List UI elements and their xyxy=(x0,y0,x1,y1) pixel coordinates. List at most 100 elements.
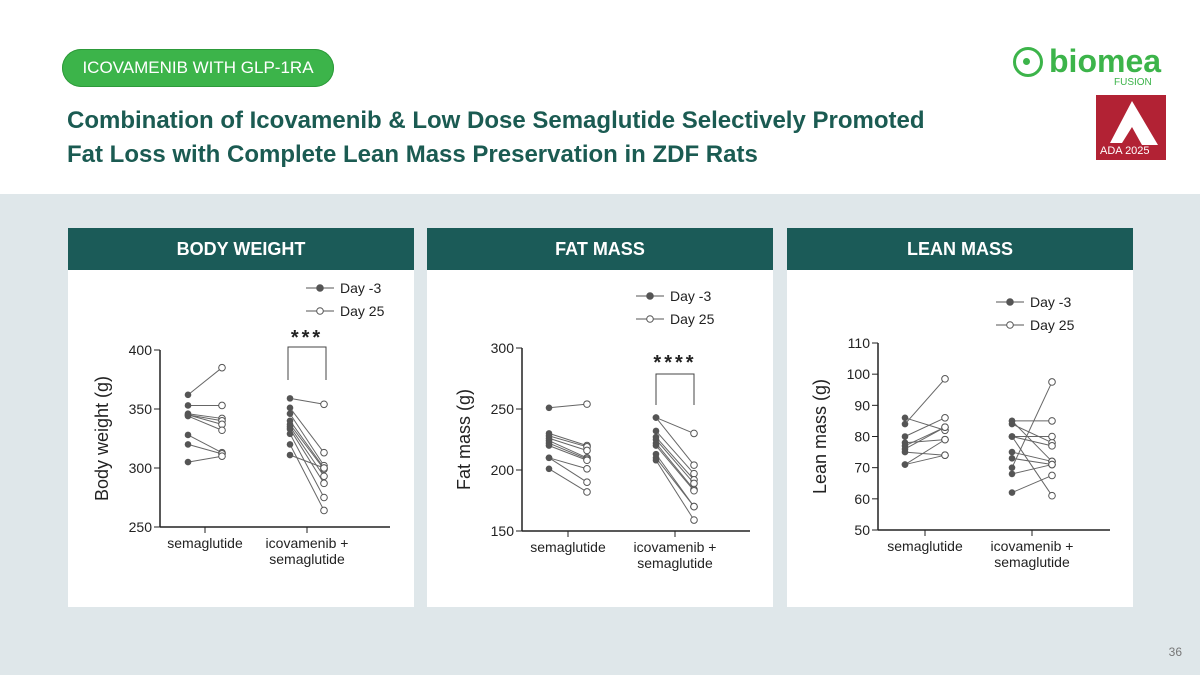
pair-line xyxy=(289,426,325,477)
pair-line xyxy=(548,435,588,448)
day25-point xyxy=(1048,378,1056,386)
day-minus3-point xyxy=(901,420,909,428)
panel-lean-mass: LEAN MASS xyxy=(787,228,1133,607)
pair-line xyxy=(655,457,695,507)
pair-line xyxy=(1011,457,1053,466)
day25-point xyxy=(690,429,698,438)
day-minus3-point xyxy=(1008,420,1016,428)
y-axis-label: Body weight (g) xyxy=(92,376,112,501)
pair-line xyxy=(1011,423,1053,444)
pair-line xyxy=(1011,436,1053,447)
pair-line xyxy=(187,414,223,425)
y-tick-label: 300 xyxy=(491,340,515,356)
pair-line xyxy=(655,459,695,521)
y-tick-label: 50 xyxy=(854,522,870,538)
panel-title: FAT MASS xyxy=(427,228,773,270)
x-tick-label: semaglutide xyxy=(167,535,243,551)
legend-marker xyxy=(646,315,654,323)
x-tick-label: semaglutide xyxy=(994,554,1070,570)
panel-body-weight: BODY WEIGHT xyxy=(68,228,414,607)
day-minus3-point xyxy=(184,441,192,448)
day25-point xyxy=(583,478,591,487)
legend-marker xyxy=(316,307,324,315)
pair-line xyxy=(1011,451,1053,462)
pair-line xyxy=(548,437,588,451)
pair-line xyxy=(289,397,325,405)
section-badge: ICOVAMENIB WITH GLP-1RA xyxy=(62,49,334,87)
y-tick-label: 90 xyxy=(854,397,870,413)
day-minus3-point xyxy=(901,461,909,468)
pair-line xyxy=(289,444,325,511)
pair-line xyxy=(187,367,223,396)
day25-point xyxy=(941,423,949,431)
legend-label: Day -3 xyxy=(1030,294,1071,310)
pair-line xyxy=(548,468,588,493)
day25-point xyxy=(218,426,226,435)
pair-line xyxy=(289,454,325,469)
day25-point xyxy=(941,414,949,422)
day-minus3-point xyxy=(545,442,553,449)
y-tick-label: 150 xyxy=(491,523,515,539)
day-minus3-point xyxy=(1008,448,1016,456)
day25-point xyxy=(320,472,328,481)
legend-marker xyxy=(646,292,654,300)
day25-point xyxy=(583,488,591,496)
page-title: Combination of Icovamenib & Low Dose Sem… xyxy=(67,104,925,172)
pair-line xyxy=(548,457,588,483)
day-minus3-point xyxy=(652,442,660,449)
day25-point xyxy=(320,479,328,488)
pair-line xyxy=(655,417,695,434)
pair-line xyxy=(904,439,946,465)
x-tick-label: semaglutide xyxy=(887,538,963,554)
panel-fat-mass: FAT MASS xyxy=(427,228,773,607)
y-tick-label: 70 xyxy=(854,460,870,476)
pair-line xyxy=(289,433,325,498)
x-tick-label: icovamenib + xyxy=(991,538,1074,554)
day-minus3-point xyxy=(184,431,192,439)
pair-line xyxy=(289,413,325,466)
y-tick-label: 250 xyxy=(129,519,153,535)
pair-line xyxy=(548,432,588,447)
y-tick-label: 250 xyxy=(491,401,515,417)
y-tick-label: 400 xyxy=(129,342,153,358)
pair-line xyxy=(548,440,588,459)
legend-marker xyxy=(1006,321,1014,329)
legend-label: Day 25 xyxy=(340,303,385,319)
day25-point xyxy=(583,456,591,465)
day25-point xyxy=(583,464,591,473)
day25-point xyxy=(320,448,328,457)
day-minus3-point xyxy=(652,456,660,464)
pair-line xyxy=(289,407,325,453)
title-line-2: Fat Loss with Complete Lean Mass Preserv… xyxy=(67,141,758,168)
x-tick-label: semaglutide xyxy=(530,539,606,555)
pair-line xyxy=(289,428,325,484)
day-minus3-point xyxy=(901,433,909,440)
pair-line xyxy=(548,445,588,461)
logo-ring-icon xyxy=(1013,46,1043,77)
day25-point xyxy=(320,493,328,502)
day25-point xyxy=(218,363,226,372)
page-number: 36 xyxy=(1168,645,1182,659)
significance-label: *** xyxy=(291,327,323,349)
pair-line xyxy=(655,436,695,481)
pair-line xyxy=(904,426,946,450)
day25-point xyxy=(1048,460,1056,469)
significance-bracket xyxy=(655,373,695,405)
significance-label: **** xyxy=(653,352,696,374)
day-minus3-point xyxy=(901,414,909,422)
day25-point xyxy=(941,435,949,444)
y-tick-label: 350 xyxy=(129,401,153,417)
pair-line xyxy=(904,417,946,431)
logo-sub: FUSION xyxy=(1114,77,1152,88)
day25-point xyxy=(583,400,591,408)
day-minus3-point xyxy=(286,410,294,418)
legend-marker xyxy=(316,284,324,292)
x-tick-label: icovamenib + xyxy=(266,535,349,551)
pair-line xyxy=(187,455,223,463)
day-minus3-point xyxy=(184,402,192,409)
pair-line xyxy=(655,417,695,466)
day25-point xyxy=(690,486,698,495)
title-line-1: Combination of Icovamenib & Low Dose Sem… xyxy=(67,107,925,134)
pair-line xyxy=(655,430,695,474)
